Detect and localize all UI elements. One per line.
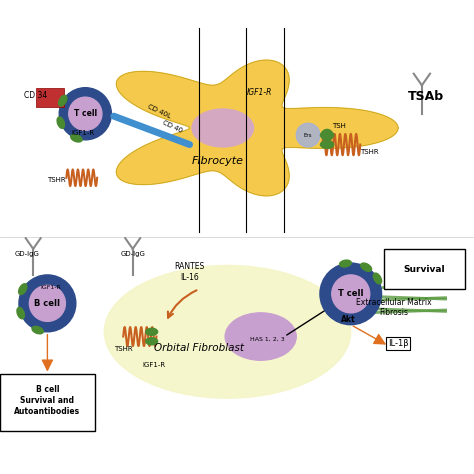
Ellipse shape (18, 284, 27, 294)
Text: TSHR: TSHR (47, 177, 66, 183)
Ellipse shape (57, 117, 64, 128)
Ellipse shape (192, 109, 254, 147)
Ellipse shape (374, 273, 382, 284)
Text: IGF1-R: IGF1-R (40, 285, 61, 290)
Text: IGF1-R: IGF1-R (71, 130, 94, 136)
Ellipse shape (17, 308, 24, 319)
Circle shape (332, 275, 370, 313)
Text: B cell: B cell (35, 299, 60, 308)
Ellipse shape (146, 337, 157, 345)
Text: GD-IgG: GD-IgG (121, 251, 146, 257)
Ellipse shape (225, 313, 296, 360)
Text: Ers: Ers (304, 133, 312, 137)
Circle shape (29, 285, 65, 321)
Text: IL-1β: IL-1β (388, 339, 409, 348)
Text: TSAb: TSAb (408, 90, 444, 102)
Text: CD 34: CD 34 (24, 91, 47, 100)
Ellipse shape (32, 327, 43, 334)
Ellipse shape (320, 131, 334, 139)
Text: GD-IgG: GD-IgG (14, 251, 39, 257)
Text: HAS 1, 2, 3: HAS 1, 2, 3 (250, 337, 285, 341)
FancyBboxPatch shape (36, 88, 64, 107)
Text: IGF1-R: IGF1-R (246, 88, 272, 97)
Text: B cell
Survival and
Autoantibodies: B cell Survival and Autoantibodies (14, 385, 81, 416)
Text: TSH: TSH (332, 123, 346, 129)
FancyBboxPatch shape (0, 374, 95, 431)
Text: Extracellular Matrix
Fibrosis: Extracellular Matrix Fibrosis (356, 298, 431, 317)
Text: CD 40L: CD 40L (147, 103, 172, 119)
Ellipse shape (339, 260, 351, 267)
Text: Orbital Fibroblast: Orbital Fibroblast (154, 343, 244, 354)
Ellipse shape (59, 95, 67, 106)
Text: TSHR: TSHR (114, 346, 132, 352)
Circle shape (19, 275, 76, 332)
Text: Survival: Survival (403, 265, 445, 273)
Polygon shape (116, 60, 398, 196)
Ellipse shape (104, 265, 351, 398)
Ellipse shape (361, 263, 372, 271)
Circle shape (69, 97, 102, 130)
Text: Akt: Akt (341, 315, 356, 324)
Ellipse shape (320, 141, 334, 148)
Text: IGF1-R: IGF1-R (142, 362, 165, 368)
Text: Fibrocyte: Fibrocyte (192, 156, 244, 166)
Ellipse shape (71, 135, 82, 142)
Circle shape (296, 123, 320, 147)
FancyBboxPatch shape (384, 249, 465, 289)
Text: T cell: T cell (338, 290, 364, 298)
Circle shape (59, 88, 111, 140)
Circle shape (320, 263, 382, 325)
Circle shape (321, 129, 333, 141)
Text: T cell: T cell (74, 109, 97, 118)
Ellipse shape (146, 328, 157, 336)
Text: RANTES
IL-16: RANTES IL-16 (174, 262, 205, 282)
Text: TSHR: TSHR (360, 149, 379, 155)
Text: CD 40: CD 40 (161, 119, 183, 134)
